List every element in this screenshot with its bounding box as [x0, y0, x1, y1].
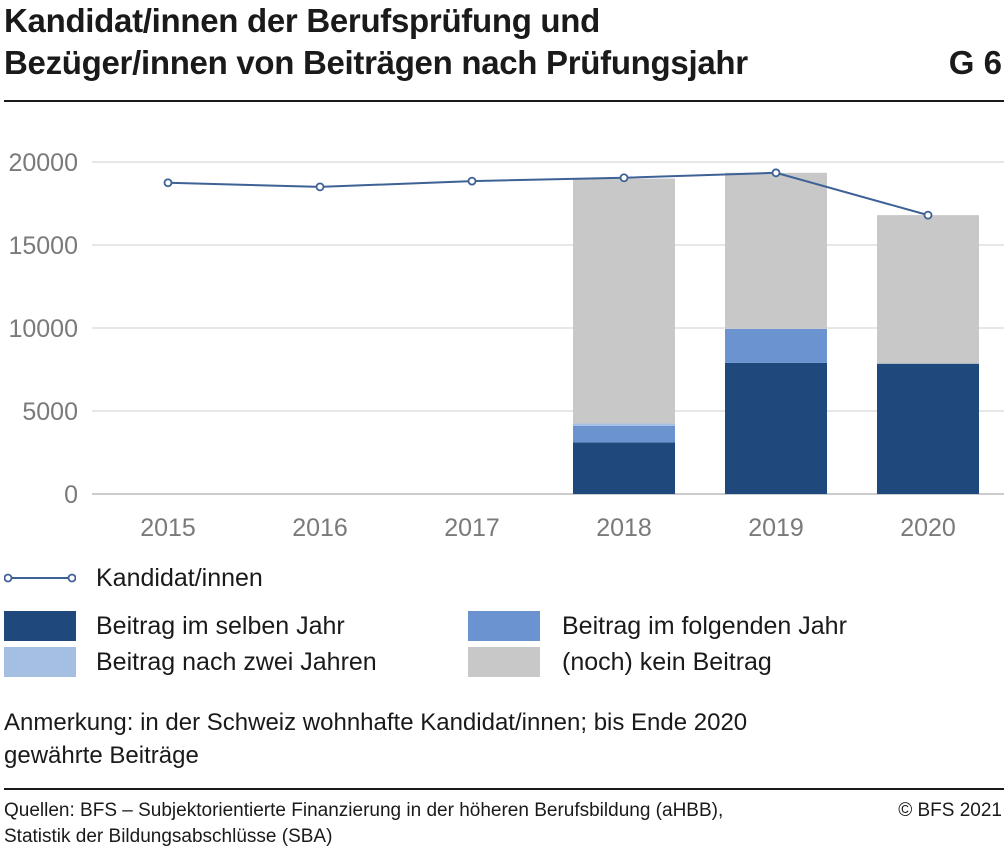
x-tick-label: 2016: [292, 514, 348, 542]
line-point: [467, 176, 477, 186]
bar-segment: [573, 423, 675, 426]
source-text: Quellen: BFS – Subjektorientierte Finanz…: [4, 798, 864, 850]
line-point: [163, 178, 173, 188]
legend-label-kandidat: Kandidat/innen: [96, 564, 263, 592]
bar-segment: [725, 328, 827, 363]
line-point: [315, 182, 325, 192]
x-tick-label: 2019: [748, 514, 804, 542]
source-line-2: Statistik der Bildungsabschlüsse (SBA): [4, 826, 333, 847]
bar-segment: [725, 362, 827, 494]
y-tick-label: 0: [64, 481, 78, 509]
source-line-1: Quellen: BFS – Subjektorientierte Finanz…: [4, 800, 724, 821]
legend-label-zwei-jahren: Beitrag nach zwei Jahren: [96, 648, 377, 676]
copyright: © BFS 2021: [898, 800, 1002, 821]
chart-area: 0 5000 10000 15000 20000 2015 2016 2017 2018 2019…: [8, 149, 1004, 542]
chart-note: Anmerkung: in der Schweiz wohnhafte Kand…: [4, 706, 994, 772]
x-tick-label: 2015: [140, 514, 196, 542]
x-tick-label: 2018: [596, 514, 652, 542]
y-tick-label: 10000: [8, 315, 78, 343]
bar-segment: [573, 442, 675, 494]
note-line-1: Anmerkung: in der Schweiz wohnhafte Kand…: [4, 709, 748, 736]
bar-segment: [573, 425, 675, 443]
figure-label: G 6: [948, 44, 1002, 81]
legend-label-selben-jahr: Beitrag im selben Jahr: [96, 612, 345, 640]
bar-segment: [725, 172, 827, 329]
y-tick-label: 20000: [8, 149, 78, 177]
legend-swatch-zwei-jahren: [4, 647, 76, 677]
bar-segment: [877, 363, 979, 494]
legend-swatch-kein-beitrag: [468, 647, 540, 677]
legend-swatch-folgenden-jahr: [468, 611, 540, 641]
y-tick-label: 15000: [8, 232, 78, 260]
bar-segment: [877, 215, 979, 364]
title-line-1: Kandidat/innen der Berufsprüfung und: [4, 2, 601, 39]
footer-rule: [4, 788, 1004, 790]
bar-segment: [573, 178, 675, 424]
legend-swatch-selben-jahr: [4, 611, 76, 641]
legend-line-swatch: [4, 573, 76, 583]
x-tick-label: 2020: [900, 514, 956, 542]
y-tick-label: 5000: [22, 398, 78, 426]
note-line-2: gewährte Beiträge: [4, 742, 199, 769]
series-line: [167, 171, 929, 217]
header-rule: [4, 100, 1004, 102]
legend-label-folgenden-jahr: Beitrag im folgenden Jahr: [562, 612, 847, 640]
line-point: [923, 210, 933, 220]
chart-title: Kandidat/innen der Berufsprüfung und Bez…: [4, 0, 884, 84]
line-point: [771, 168, 781, 178]
line-point: [619, 173, 629, 183]
x-tick-label: 2017: [444, 514, 500, 542]
legend-label-kein-beitrag: (noch) kein Beitrag: [562, 648, 772, 676]
title-line-2: Bezüger/innen von Beiträgen nach Prüfung…: [4, 44, 748, 81]
